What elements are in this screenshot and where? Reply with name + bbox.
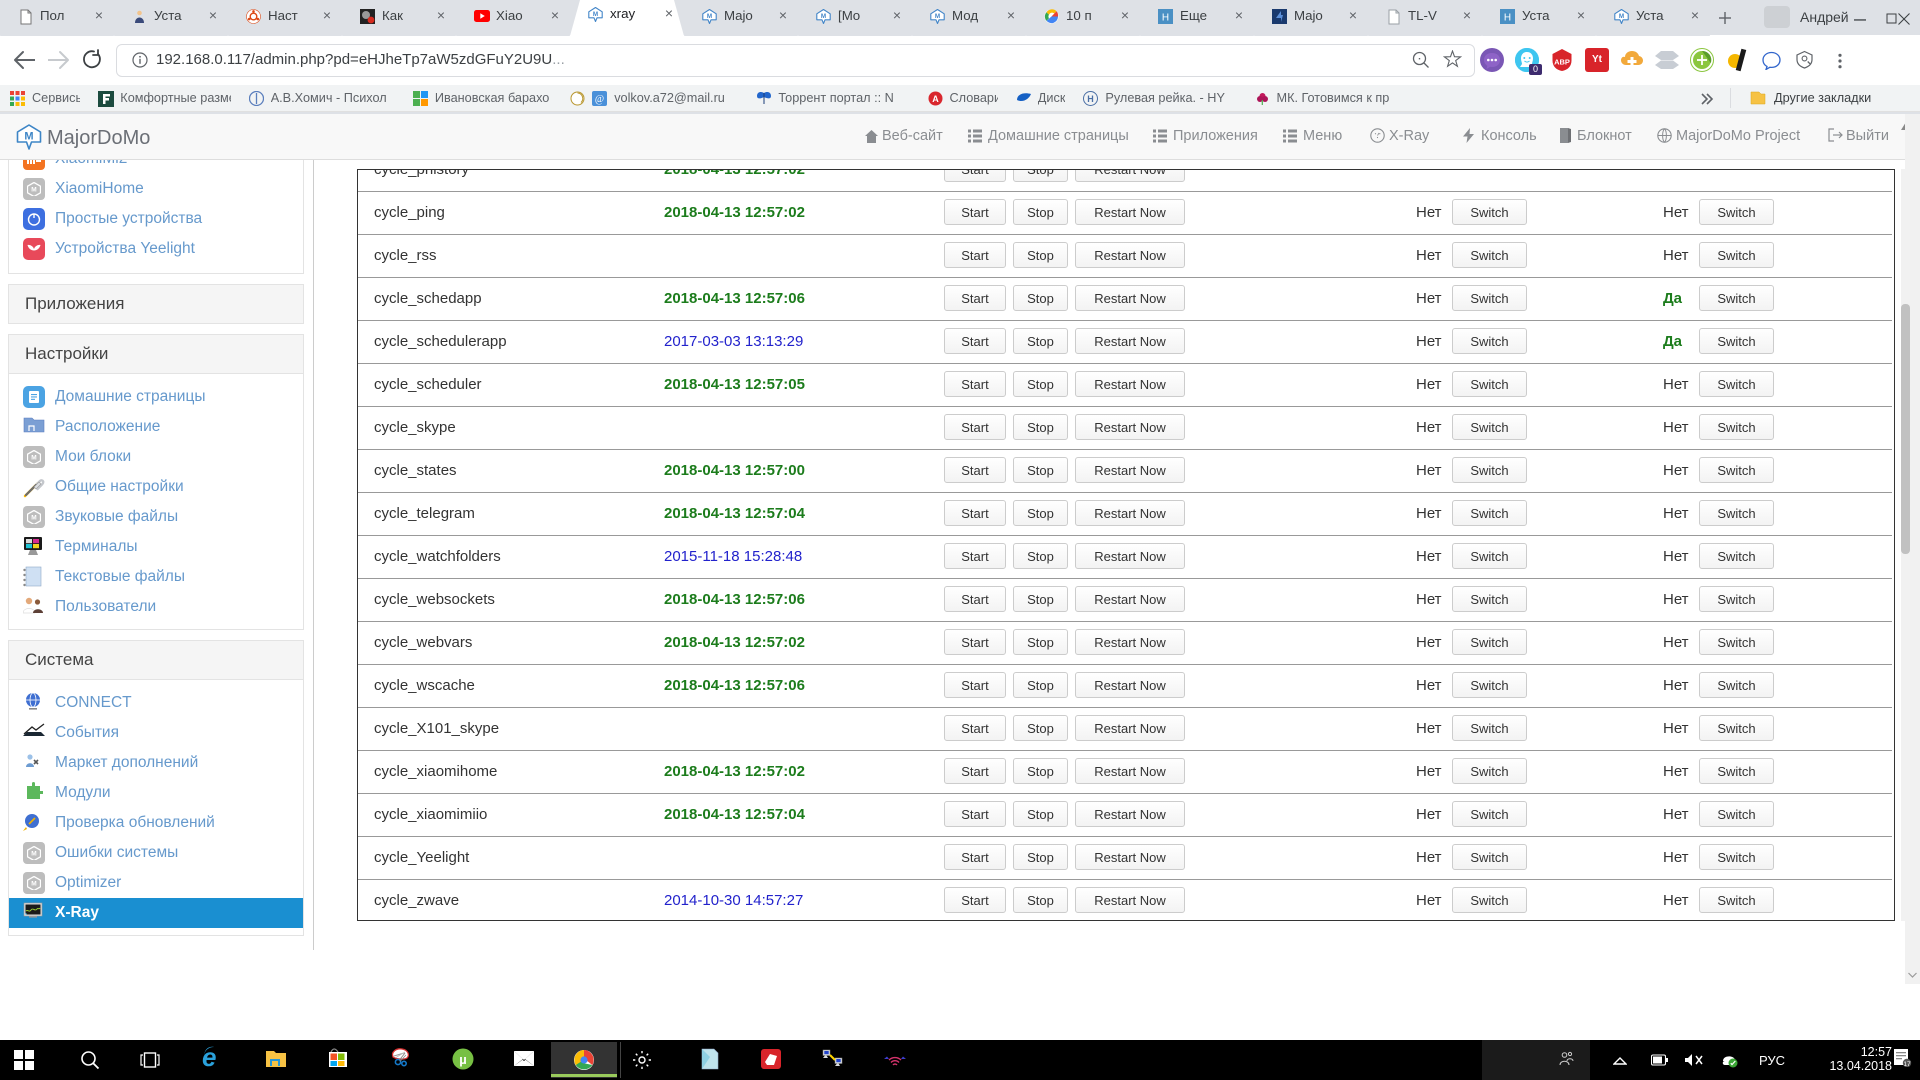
svg-text:ABP: ABP bbox=[1554, 58, 1570, 67]
svg-text:17: 17 bbox=[1903, 1061, 1911, 1067]
svg-text:M: M bbox=[1619, 13, 1624, 20]
svg-text:H: H bbox=[1504, 13, 1511, 24]
svg-text:A: A bbox=[932, 94, 939, 104]
svg-text:µ: µ bbox=[459, 1052, 467, 1067]
svg-text:H: H bbox=[1088, 94, 1095, 104]
svg-text:M: M bbox=[821, 13, 826, 20]
svg-text:M: M bbox=[935, 13, 940, 20]
svg-text:M: M bbox=[593, 11, 598, 18]
svg-text:M: M bbox=[707, 13, 712, 20]
svg-text:H: H bbox=[1162, 13, 1169, 24]
svg-text:@: @ bbox=[595, 94, 604, 105]
svg-text:M: M bbox=[24, 131, 33, 143]
